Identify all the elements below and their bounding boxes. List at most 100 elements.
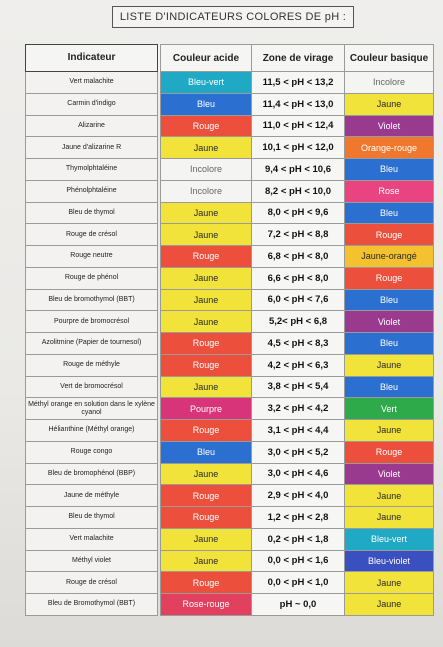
indicator-name: Rouge congo xyxy=(25,440,158,464)
base-color-cell: Violet xyxy=(344,462,434,486)
base-color-cell: Vert xyxy=(344,397,434,420)
base-color-cell: Orange-rouge xyxy=(344,136,434,159)
ph-zone: 9,4 < pH < 10,6 xyxy=(251,158,345,181)
header-acid-color: Couleur acide xyxy=(160,44,252,72)
base-color-cell: Jaune xyxy=(344,484,434,507)
indicator-name: Vert de bromocrésol xyxy=(25,375,158,399)
ph-zone: 0,0 < pH < 1,6 xyxy=(251,549,345,573)
indicator-name: Rouge de crésol xyxy=(25,571,158,594)
acid-color-cell: Jaune xyxy=(160,136,252,159)
ph-zone: pH ~ 0,0 xyxy=(251,593,345,616)
acid-color-cell: Rouge xyxy=(160,419,252,442)
indicator-name: Bleu de Bromothymol (BBT) xyxy=(25,593,158,616)
indicator-name: Bleu de thymol xyxy=(25,201,158,225)
header-zone: Zone de virage xyxy=(251,44,345,72)
ph-zone: 10,1 < pH < 12,0 xyxy=(251,136,345,159)
acid-color-cell: Rouge xyxy=(160,506,252,529)
indicator-name: Rouge de crésol xyxy=(25,223,158,246)
table-row: Bleu de thymol Jaune 8,0 < pH < 9,6 Bleu xyxy=(25,201,434,225)
acid-color-cell: Bleu-vert xyxy=(160,71,252,94)
table-row: Méthyl orange en solution dans le xylène… xyxy=(25,397,434,420)
indicator-name: Alizarine xyxy=(25,114,158,138)
base-color-cell: Bleu xyxy=(344,158,434,181)
acid-color-cell: Bleu xyxy=(160,440,252,464)
base-color-cell: Jaune-orangé xyxy=(344,245,434,268)
ph-zone: 5,2< pH < 6,8 xyxy=(251,310,345,333)
table-row: Jaune de méthyle Rouge 2,9 < pH < 4,0 Jaune xyxy=(25,484,434,507)
table-body: Vert malachite Bleu-vert 11,5 < pH < 13,2 I… xyxy=(25,71,434,616)
indicator-name: Pourpre de bromocrésol xyxy=(25,310,158,333)
indicator-name: Bleu de bromothymol (BBT) xyxy=(25,288,158,312)
ph-zone: 6,6 < pH < 8,0 xyxy=(251,266,345,290)
table-row: Rouge de crésol Jaune 7,2 < pH < 8,8 Rouge xyxy=(25,223,434,246)
acid-color-cell: Rouge xyxy=(160,245,252,268)
base-color-cell: Bleu xyxy=(344,288,434,312)
table-row: Bleu de bromophénol (BBP) Jaune 3,0 < pH <… xyxy=(25,462,434,486)
ph-zone: 3,0 < pH < 4,6 xyxy=(251,462,345,486)
base-color-cell: Incolore xyxy=(344,71,434,94)
table-row: Bleu de thymol Rouge 1,2 < pH < 2,8 Jaune xyxy=(25,506,434,529)
table-row: Rouge de crésol Rouge 0,0 < pH < 1,0 Jaune xyxy=(25,571,434,594)
table-row: Rouge congo Bleu 3,0 < pH < 5,2 Rouge xyxy=(25,440,434,464)
table-row: Alizarine Rouge 11,0 < pH < 12,4 Violet xyxy=(25,114,434,138)
base-color-cell: Jaune xyxy=(344,419,434,442)
page-title: LISTE D'INDICATEURS COLORES DE pH : xyxy=(112,6,354,28)
acid-color-cell: Jaune xyxy=(160,288,252,312)
table-row: Vert de bromocrésol Jaune 3,8 < pH < 5,4 Bl… xyxy=(25,375,434,399)
table-row: Hélianthine (Méthyl orange) Rouge 3,1 < pH… xyxy=(25,419,434,442)
acid-color-cell: Jaune xyxy=(160,527,252,551)
acid-color-cell: Jaune xyxy=(160,549,252,573)
base-color-cell: Jaune xyxy=(344,92,434,116)
ph-zone: 6,0 < pH < 7,6 xyxy=(251,288,345,312)
indicator-name: Bleu de bromophénol (BBP) xyxy=(25,462,158,486)
indicator-name: Bleu de thymol xyxy=(25,506,158,529)
base-color-cell: Jaune xyxy=(344,353,434,377)
indicator-name: Phénolphtaléine xyxy=(25,179,158,203)
header-indicator: Indicateur xyxy=(25,44,158,72)
ph-zone: 8,0 < pH < 9,6 xyxy=(251,201,345,225)
acid-color-cell: Rose-rouge xyxy=(160,593,252,616)
base-color-cell: Bleu xyxy=(344,375,434,399)
base-color-cell: Bleu-vert xyxy=(344,527,434,551)
table-row: Thymolphtaléine Incolore 9,4 < pH < 10,6 Bl… xyxy=(25,158,434,181)
indicator-name: Vert malachite xyxy=(25,527,158,551)
table-row: Rouge neutre Rouge 6,8 < pH < 8,0 Jaune-ora… xyxy=(25,245,434,268)
ph-zone: 11,0 < pH < 12,4 xyxy=(251,114,345,138)
ph-zone: 11,4 < pH < 13,0 xyxy=(251,92,345,116)
ph-zone: 1,2 < pH < 2,8 xyxy=(251,506,345,529)
ph-zone: 4,5 < pH < 8,3 xyxy=(251,332,345,355)
indicator-name: Méthyl orange en solution dans le xylène… xyxy=(25,397,158,420)
acid-color-cell: Jaune xyxy=(160,266,252,290)
ph-zone: 8,2 < pH < 10,0 xyxy=(251,179,345,203)
ph-zone: 2,9 < pH < 4,0 xyxy=(251,484,345,507)
base-color-cell: Jaune xyxy=(344,593,434,616)
acid-color-cell: Rouge xyxy=(160,353,252,377)
table-header-row: Indicateur Couleur acide Zone de virage … xyxy=(25,44,434,72)
acid-color-cell: Jaune xyxy=(160,223,252,246)
indicator-name: Rouge neutre xyxy=(25,245,158,268)
header-base-color: Couleur basique xyxy=(344,44,434,72)
indicator-name: Vert malachite xyxy=(25,71,158,94)
table-row: Carmin d'indigo Bleu 11,4 < pH < 13,0 Jaune xyxy=(25,92,434,116)
table-row: Pourpre de bromocrésol Jaune 5,2< pH < 6,8… xyxy=(25,310,434,333)
table-row: Jaune d'alizarine R Jaune 10,1 < pH < 12,0… xyxy=(25,136,434,159)
ph-zone: 3,8 < pH < 5,4 xyxy=(251,375,345,399)
table-row: Azolitmine (Papier de tournesol) Rouge 4,5… xyxy=(25,332,434,355)
table-row: Rouge de phénol Jaune 6,6 < pH < 8,0 Rouge xyxy=(25,266,434,290)
acid-color-cell: Jaune xyxy=(160,310,252,333)
acid-color-cell: Incolore xyxy=(160,158,252,181)
acid-color-cell: Jaune xyxy=(160,375,252,399)
table-row: Méthyl violet Jaune 0,0 < pH < 1,6 Bleu-vio… xyxy=(25,549,434,573)
acid-color-cell: Incolore xyxy=(160,179,252,203)
base-color-cell: Violet xyxy=(344,114,434,138)
acid-color-cell: Rouge xyxy=(160,571,252,594)
base-color-cell: Rose xyxy=(344,179,434,203)
indicator-name: Jaune d'alizarine R xyxy=(25,136,158,159)
base-color-cell: Bleu-violet xyxy=(344,549,434,573)
indicator-name: Thymolphtaléine xyxy=(25,158,158,181)
ph-zone: 0,0 < pH < 1,0 xyxy=(251,571,345,594)
indicator-name: Rouge de phénol xyxy=(25,266,158,290)
indicator-table: Indicateur Couleur acide Zone de virage … xyxy=(25,44,434,616)
base-color-cell: Bleu xyxy=(344,332,434,355)
